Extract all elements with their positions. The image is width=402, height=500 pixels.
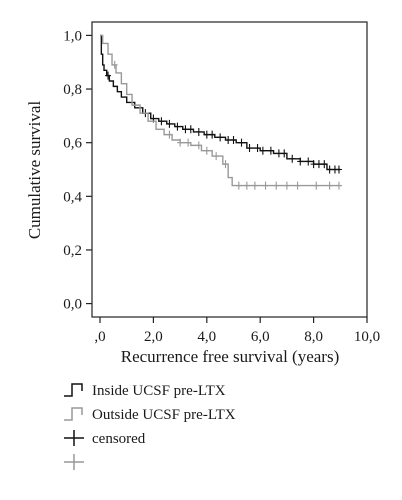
censor-mark [158, 117, 165, 126]
y-tick-label: 0,4 [63, 189, 82, 205]
y-axis-label: Cumulative survival [25, 101, 44, 240]
censor-mark [217, 133, 224, 142]
x-tick-label: 4,0 [197, 329, 216, 345]
censor-mark [315, 160, 322, 169]
legend-item: censored [64, 430, 146, 447]
censor-mark [321, 160, 328, 169]
censor-mark [203, 146, 210, 155]
legend-cross-icon [64, 454, 84, 470]
censor-mark [335, 165, 342, 174]
censor-mark [251, 181, 258, 190]
censor-mark [185, 138, 192, 147]
censor-mark [246, 144, 253, 153]
y-axis: 0,0 0,2 0,4 0,6 0,8 1,0 [63, 28, 92, 313]
censor-mark [174, 122, 181, 131]
x-axis-label: Recurrence free survival (years) [121, 347, 340, 366]
legend-label: Inside UCSF pre-LTX [92, 383, 226, 399]
censor-mark [177, 138, 184, 147]
series-layer [100, 34, 342, 190]
censor-mark [297, 157, 304, 166]
censor-mark [326, 165, 333, 174]
censor-mark [273, 181, 280, 190]
censor-mark [238, 138, 245, 147]
y-tick-label: 0,2 [63, 243, 82, 259]
survival-curve [100, 34, 341, 171]
censor-mark [283, 181, 290, 190]
survival-curve [100, 34, 341, 187]
x-tick-label: 10,0 [354, 329, 380, 345]
censor-mark [289, 154, 296, 163]
censor-mark [182, 125, 189, 134]
censor-mark [111, 60, 118, 69]
censor-mark [305, 157, 312, 166]
legend-step-icon [64, 383, 83, 397]
censor-mark [187, 125, 194, 134]
censor-mark [213, 152, 220, 161]
censor-mark [335, 181, 342, 190]
x-tick-label: ,0 [94, 329, 105, 345]
censor-mark [262, 181, 269, 190]
censor-mark [166, 130, 173, 139]
x-tick-label: 6,0 [251, 329, 270, 345]
censor-mark [254, 144, 261, 153]
legend-step-icon [64, 407, 83, 421]
censor-mark [209, 130, 216, 139]
y-tick-label: 0,0 [63, 297, 82, 313]
censor-mark [195, 127, 202, 136]
censor-mark [203, 130, 210, 139]
censor-mark [294, 181, 301, 190]
censor-mark [310, 160, 317, 169]
legend-item [64, 454, 84, 470]
censor-mark [243, 181, 250, 190]
x-tick-label: 2,0 [144, 329, 163, 345]
censor-mark [222, 160, 229, 169]
censor-mark [195, 141, 202, 150]
x-axis: ,0 2,0 4,0 6,0 8,0 10,0 [94, 317, 380, 345]
y-tick-label: 1,0 [63, 28, 82, 44]
censor-mark [225, 136, 232, 144]
legend-item: Outside UCSF pre-LTX [64, 407, 236, 423]
x-tick-label: 8,0 [304, 329, 323, 345]
censor-mark [259, 146, 266, 155]
legend-cross-icon [64, 430, 84, 446]
censor-mark [275, 149, 282, 158]
censor-mark [313, 181, 320, 190]
censor-mark [281, 149, 288, 158]
censor-mark [166, 119, 173, 128]
plot-frame [91, 21, 368, 318]
legend-label: censored [92, 431, 146, 447]
series-inside [100, 34, 342, 174]
censor-mark [230, 136, 237, 144]
censor-mark [235, 181, 242, 190]
legend-label: Outside UCSF pre-LTX [92, 407, 236, 423]
censor-mark [267, 146, 274, 155]
legend-item: Inside UCSF pre-LTX [64, 383, 226, 399]
legend: Inside UCSF pre-LTX Outside UCSF pre-LTX c… [64, 383, 236, 470]
y-tick-label: 0,6 [63, 136, 82, 152]
censor-mark [326, 181, 333, 190]
censor-mark [105, 71, 112, 80]
y-tick-label: 0,8 [63, 82, 82, 98]
series-outside [100, 34, 342, 190]
